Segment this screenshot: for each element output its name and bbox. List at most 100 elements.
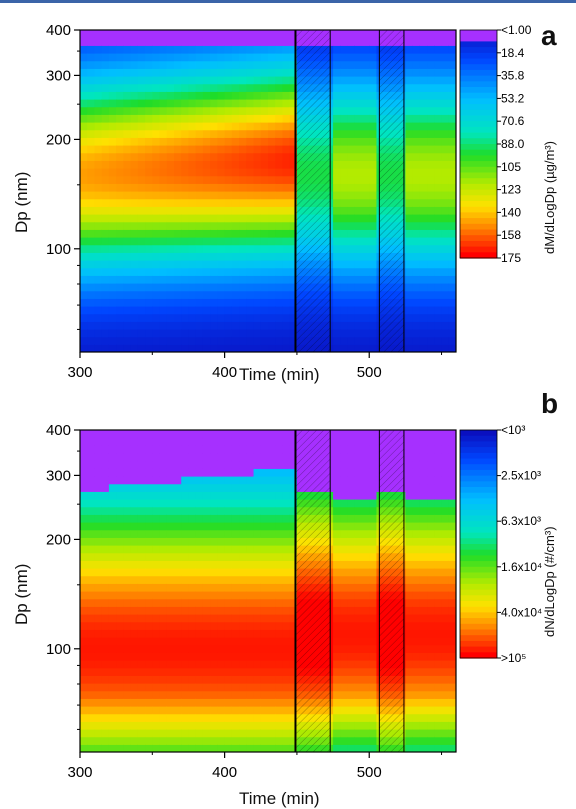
heatmap-cell [137, 721, 146, 730]
heatmap-cell [231, 198, 240, 207]
heatmap-cell [202, 560, 211, 569]
heatmap-cell [354, 453, 363, 462]
heatmap-cell [354, 344, 363, 352]
heatmap-cell [181, 244, 190, 253]
heatmap-cell [427, 652, 435, 661]
heatmap-cell [137, 514, 146, 523]
heatmap-cell [260, 667, 269, 676]
heatmap-cell [123, 652, 132, 661]
heatmap-cell [159, 344, 168, 352]
heatmap-cell [434, 675, 443, 684]
heatmap-cell [87, 537, 96, 546]
heatmap-cell [217, 568, 226, 577]
heatmap-cell [195, 583, 204, 592]
heatmap-cell [188, 129, 197, 138]
heatmap-cell [210, 45, 218, 54]
heatmap-cell [412, 175, 421, 184]
heatmap-cell [231, 129, 240, 138]
heatmap-cell [195, 460, 204, 469]
heatmap-cell [347, 336, 356, 345]
heatmap-cell [289, 114, 298, 123]
heatmap-cell [275, 468, 284, 477]
heatmap-cell [224, 522, 233, 531]
heatmap-cell [108, 306, 117, 315]
heatmap-cell [260, 683, 269, 692]
heatmap-cell [362, 252, 370, 261]
heatmap-cell [217, 306, 226, 315]
heatmap-cell [152, 160, 161, 169]
heatmap-cell [188, 614, 197, 623]
heatmap-cell [362, 37, 370, 46]
heatmap-cell [253, 499, 262, 508]
heatmap-cell [188, 244, 197, 253]
heatmap-cell [362, 445, 370, 454]
heatmap-cell [354, 591, 363, 600]
plot-frame [79, 429, 457, 753]
heatmap-cell [166, 290, 175, 299]
heatmap-cell [123, 483, 132, 492]
heatmap-cell [116, 690, 124, 699]
heatmap-cell [174, 175, 182, 184]
heatmap-cell [412, 637, 421, 646]
heatmap-cell [217, 629, 226, 638]
heatmap-cell [80, 252, 88, 261]
heatmap-cell [101, 53, 110, 62]
heatmap-cell [195, 683, 204, 692]
heatmap-cell [268, 191, 276, 200]
heatmap-cell [159, 736, 168, 745]
heatmap-cell [130, 698, 139, 707]
heatmap-cell [441, 306, 450, 315]
heatmap-cell [195, 744, 204, 752]
heatmap-cell [419, 145, 428, 154]
heatmap-cell [181, 290, 190, 299]
heatmap-cell [195, 252, 204, 261]
heatmap-cell [289, 221, 298, 230]
heatmap-cell [347, 275, 356, 284]
heatmap-cell [159, 583, 168, 592]
heatmap-cell [145, 637, 153, 646]
heatmap-cell [101, 514, 110, 523]
heatmap-cell [137, 83, 146, 92]
colorbar-swatch [460, 30, 497, 37]
heatmap-cell [181, 283, 190, 292]
heatmap-cell [441, 298, 450, 307]
heatmap-cell [137, 336, 146, 345]
heatmap-cell [441, 621, 450, 630]
heatmap-cell [101, 736, 110, 745]
heatmap-cell [108, 267, 117, 276]
heatmap-cell [419, 706, 428, 715]
heatmap-cell [116, 60, 124, 69]
heatmap-cell [405, 160, 414, 169]
heatmap-cell [159, 721, 168, 730]
heatmap-cell [246, 460, 255, 469]
heatmap-cell [246, 522, 255, 531]
heatmap-cell [224, 437, 233, 446]
heatmap-cell [145, 122, 153, 131]
heatmap-cell [282, 321, 291, 330]
heatmap-cell [159, 552, 168, 561]
heatmap-cell [202, 329, 211, 338]
heatmap-cell [181, 214, 190, 223]
heatmap-cell [188, 290, 197, 299]
heatmap-cell [94, 460, 103, 469]
heatmap-cell [87, 83, 96, 92]
heatmap-cell [108, 591, 117, 600]
heatmap-cell [405, 45, 414, 54]
colorbar-swatch [460, 583, 497, 591]
heatmap-cell [195, 160, 204, 169]
heatmap-cell [130, 168, 139, 177]
heatmap-cell [268, 476, 276, 485]
heatmap-cell [159, 606, 168, 615]
heatmap-cell [80, 698, 88, 707]
heatmap-cell [427, 575, 435, 584]
heatmap-cell [405, 122, 414, 131]
heatmap-cell [217, 644, 226, 653]
heatmap-cell [441, 529, 450, 538]
heatmap-cell [101, 122, 110, 131]
heatmap-cell [441, 221, 450, 230]
heatmap-cell [354, 137, 363, 146]
colorbar-swatch [460, 589, 497, 596]
heatmap-cell [137, 506, 146, 515]
heatmap-cell [253, 283, 262, 292]
